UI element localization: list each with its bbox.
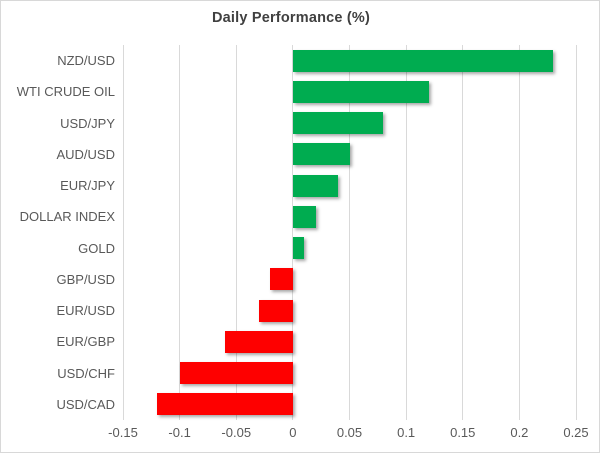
gridline [518, 45, 520, 420]
bar-usd-chf [179, 362, 293, 385]
category-label: USD/JPY [60, 115, 115, 131]
bar-eur-gbp [224, 330, 293, 353]
x-tick-label: 0.15 [450, 425, 476, 440]
chart-title: Daily Performance (%) [211, 10, 371, 26]
bar-nzd-usd [292, 49, 554, 72]
gridline [235, 45, 237, 420]
bar-gold [292, 237, 305, 260]
bar-usd-jpy [292, 112, 384, 135]
gridline [575, 45, 577, 420]
bar-usd-cad [156, 393, 293, 416]
category-label: DOLLAR INDEX [19, 209, 115, 225]
gridline [122, 45, 124, 420]
category-axis: NZD/USD WTI CRUDE OIL USD/JPY AUD/USD EUR/JP… [1, 45, 115, 420]
x-tick-label: 0 [289, 425, 297, 440]
x-tick-label: 0.2 [510, 425, 529, 440]
bar-wti-crude-oil [292, 80, 429, 103]
bar-eur-jpy [292, 174, 339, 197]
x-tick-label: 0.1 [397, 425, 416, 440]
category-label: GOLD [78, 240, 115, 256]
category-label: EUR/USD [56, 303, 115, 318]
gridline [349, 45, 350, 420]
x-tick-label: -0.15 [108, 425, 138, 440]
plot-area [122, 45, 577, 420]
gridline [179, 45, 181, 420]
category-label: EUR/JPY [60, 178, 115, 193]
category-label: USD/CAD [56, 396, 115, 412]
gridline [405, 45, 407, 420]
category-label: GBP/USD [56, 271, 115, 287]
x-tick-label: 0.25 [563, 425, 589, 440]
category-label: EUR/GBP [56, 334, 115, 350]
category-label: WTI CRUDE OIL [16, 84, 115, 100]
category-label: AUD/USD [56, 146, 115, 162]
x-tick-label: 0.05 [336, 425, 363, 440]
category-label: NZD/USD [57, 53, 115, 68]
category-label: USD/CHF [57, 365, 115, 381]
bar-aud-usd [292, 143, 350, 166]
bar-eur-usd [258, 299, 293, 322]
gridline [292, 45, 294, 420]
x-tick-label: -0.1 [168, 425, 191, 440]
x-tick-label: -0.05 [221, 425, 252, 440]
bar-dollar-index [292, 205, 316, 228]
x-axis: -0.15 -0.1 -0.05 0 0.05 0.1 0.15 0.2 0.25 [108, 425, 588, 443]
gridline [462, 45, 464, 420]
bar-gbp-usd [270, 268, 293, 291]
